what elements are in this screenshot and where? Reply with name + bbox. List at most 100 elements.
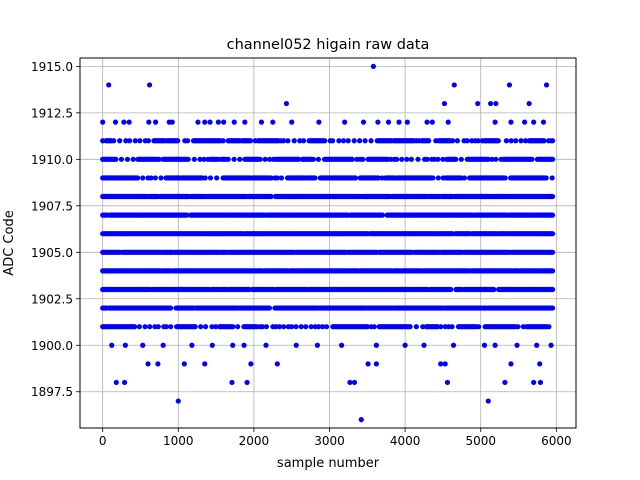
y-tick-label: 1905.0	[31, 246, 73, 260]
y-tick-label: 1912.5	[31, 106, 73, 120]
data-point	[396, 119, 402, 125]
data-point	[347, 379, 353, 386]
data-point	[124, 156, 131, 162]
data-point	[276, 324, 283, 330]
data-point	[316, 324, 322, 330]
data-point	[137, 138, 143, 144]
data-point	[481, 342, 488, 348]
data-point	[508, 138, 514, 144]
data-point	[202, 324, 209, 330]
data-point	[336, 138, 342, 144]
data-point	[237, 156, 243, 162]
data-point	[508, 119, 514, 125]
data-point	[548, 342, 554, 348]
data-point	[214, 175, 220, 181]
data-point	[263, 324, 270, 330]
data-point	[438, 361, 444, 367]
data-point	[191, 156, 197, 162]
data-point	[440, 156, 446, 162]
data-point	[231, 119, 237, 125]
data-point	[408, 156, 414, 162]
data-point	[244, 379, 250, 386]
data-point	[345, 138, 351, 144]
data-point	[312, 175, 318, 181]
data-point	[289, 119, 295, 125]
data-point	[291, 138, 297, 144]
data-point	[258, 119, 265, 125]
data-point	[184, 138, 191, 144]
data-point	[453, 156, 459, 162]
data-point	[522, 138, 529, 144]
data-point	[371, 324, 377, 330]
data-point	[136, 324, 142, 330]
plot-area-frame	[79, 57, 577, 429]
data-point	[145, 361, 151, 367]
data-point	[209, 342, 215, 348]
data-point	[152, 175, 158, 181]
data-point	[229, 379, 235, 386]
data-point	[300, 138, 307, 144]
data-point	[231, 156, 237, 162]
data-point	[444, 379, 451, 386]
data-point	[508, 361, 514, 367]
data-point	[540, 119, 547, 125]
data-point	[230, 324, 236, 330]
data-point	[445, 119, 451, 125]
data-point	[230, 342, 236, 348]
data-point	[430, 175, 436, 181]
data-point	[485, 398, 491, 404]
data-point	[213, 324, 219, 330]
x-tick-label: 3000	[314, 434, 345, 448]
data-point	[534, 342, 540, 348]
data-point	[175, 398, 181, 404]
data-point	[506, 82, 513, 88]
data-point	[122, 379, 128, 386]
data-point	[126, 119, 132, 125]
data-point	[156, 156, 162, 162]
data-point	[303, 324, 309, 330]
data-point	[242, 119, 248, 125]
data-point	[118, 156, 124, 162]
data-point	[441, 100, 448, 107]
data-point	[461, 175, 468, 181]
data-point	[549, 175, 555, 181]
data-point	[283, 100, 290, 107]
data-point	[225, 156, 231, 162]
data-point	[189, 342, 195, 348]
data-point	[111, 138, 117, 144]
data-point	[475, 138, 481, 144]
data-point	[339, 342, 345, 348]
data-point	[100, 119, 106, 125]
data-point	[385, 119, 392, 125]
y-tick-label: 1902.5	[31, 292, 73, 306]
data-point	[373, 361, 379, 367]
data-point	[281, 138, 287, 144]
data-point	[526, 100, 532, 107]
data-point	[518, 138, 524, 144]
data-point	[404, 156, 410, 162]
data-point	[168, 324, 174, 330]
data-point	[493, 100, 499, 107]
data-point	[148, 175, 154, 181]
data-point	[421, 342, 427, 348]
data-point	[357, 138, 363, 144]
data-point	[281, 324, 287, 330]
x-tick-label: 1000	[163, 434, 194, 448]
data-point	[109, 342, 115, 348]
data-point	[360, 156, 366, 162]
x-axis-label: sample number	[277, 456, 380, 471]
data-point	[262, 156, 268, 162]
data-point	[503, 138, 510, 144]
data-point	[308, 324, 314, 330]
x-axis-ticks: 0 1000 2000 3000 4000 5000 6000	[99, 428, 572, 448]
data-point	[207, 175, 214, 181]
data-point	[543, 175, 549, 181]
data-point	[270, 119, 276, 125]
data-point	[297, 138, 303, 144]
data-point	[351, 138, 357, 144]
y-axis-ticks: 1897.5 1900.0 1902.5 1905.0 1907.5 1910.0 1912…	[31, 60, 80, 399]
data-point	[342, 119, 348, 125]
data-point	[198, 324, 204, 330]
data-point	[113, 379, 119, 386]
